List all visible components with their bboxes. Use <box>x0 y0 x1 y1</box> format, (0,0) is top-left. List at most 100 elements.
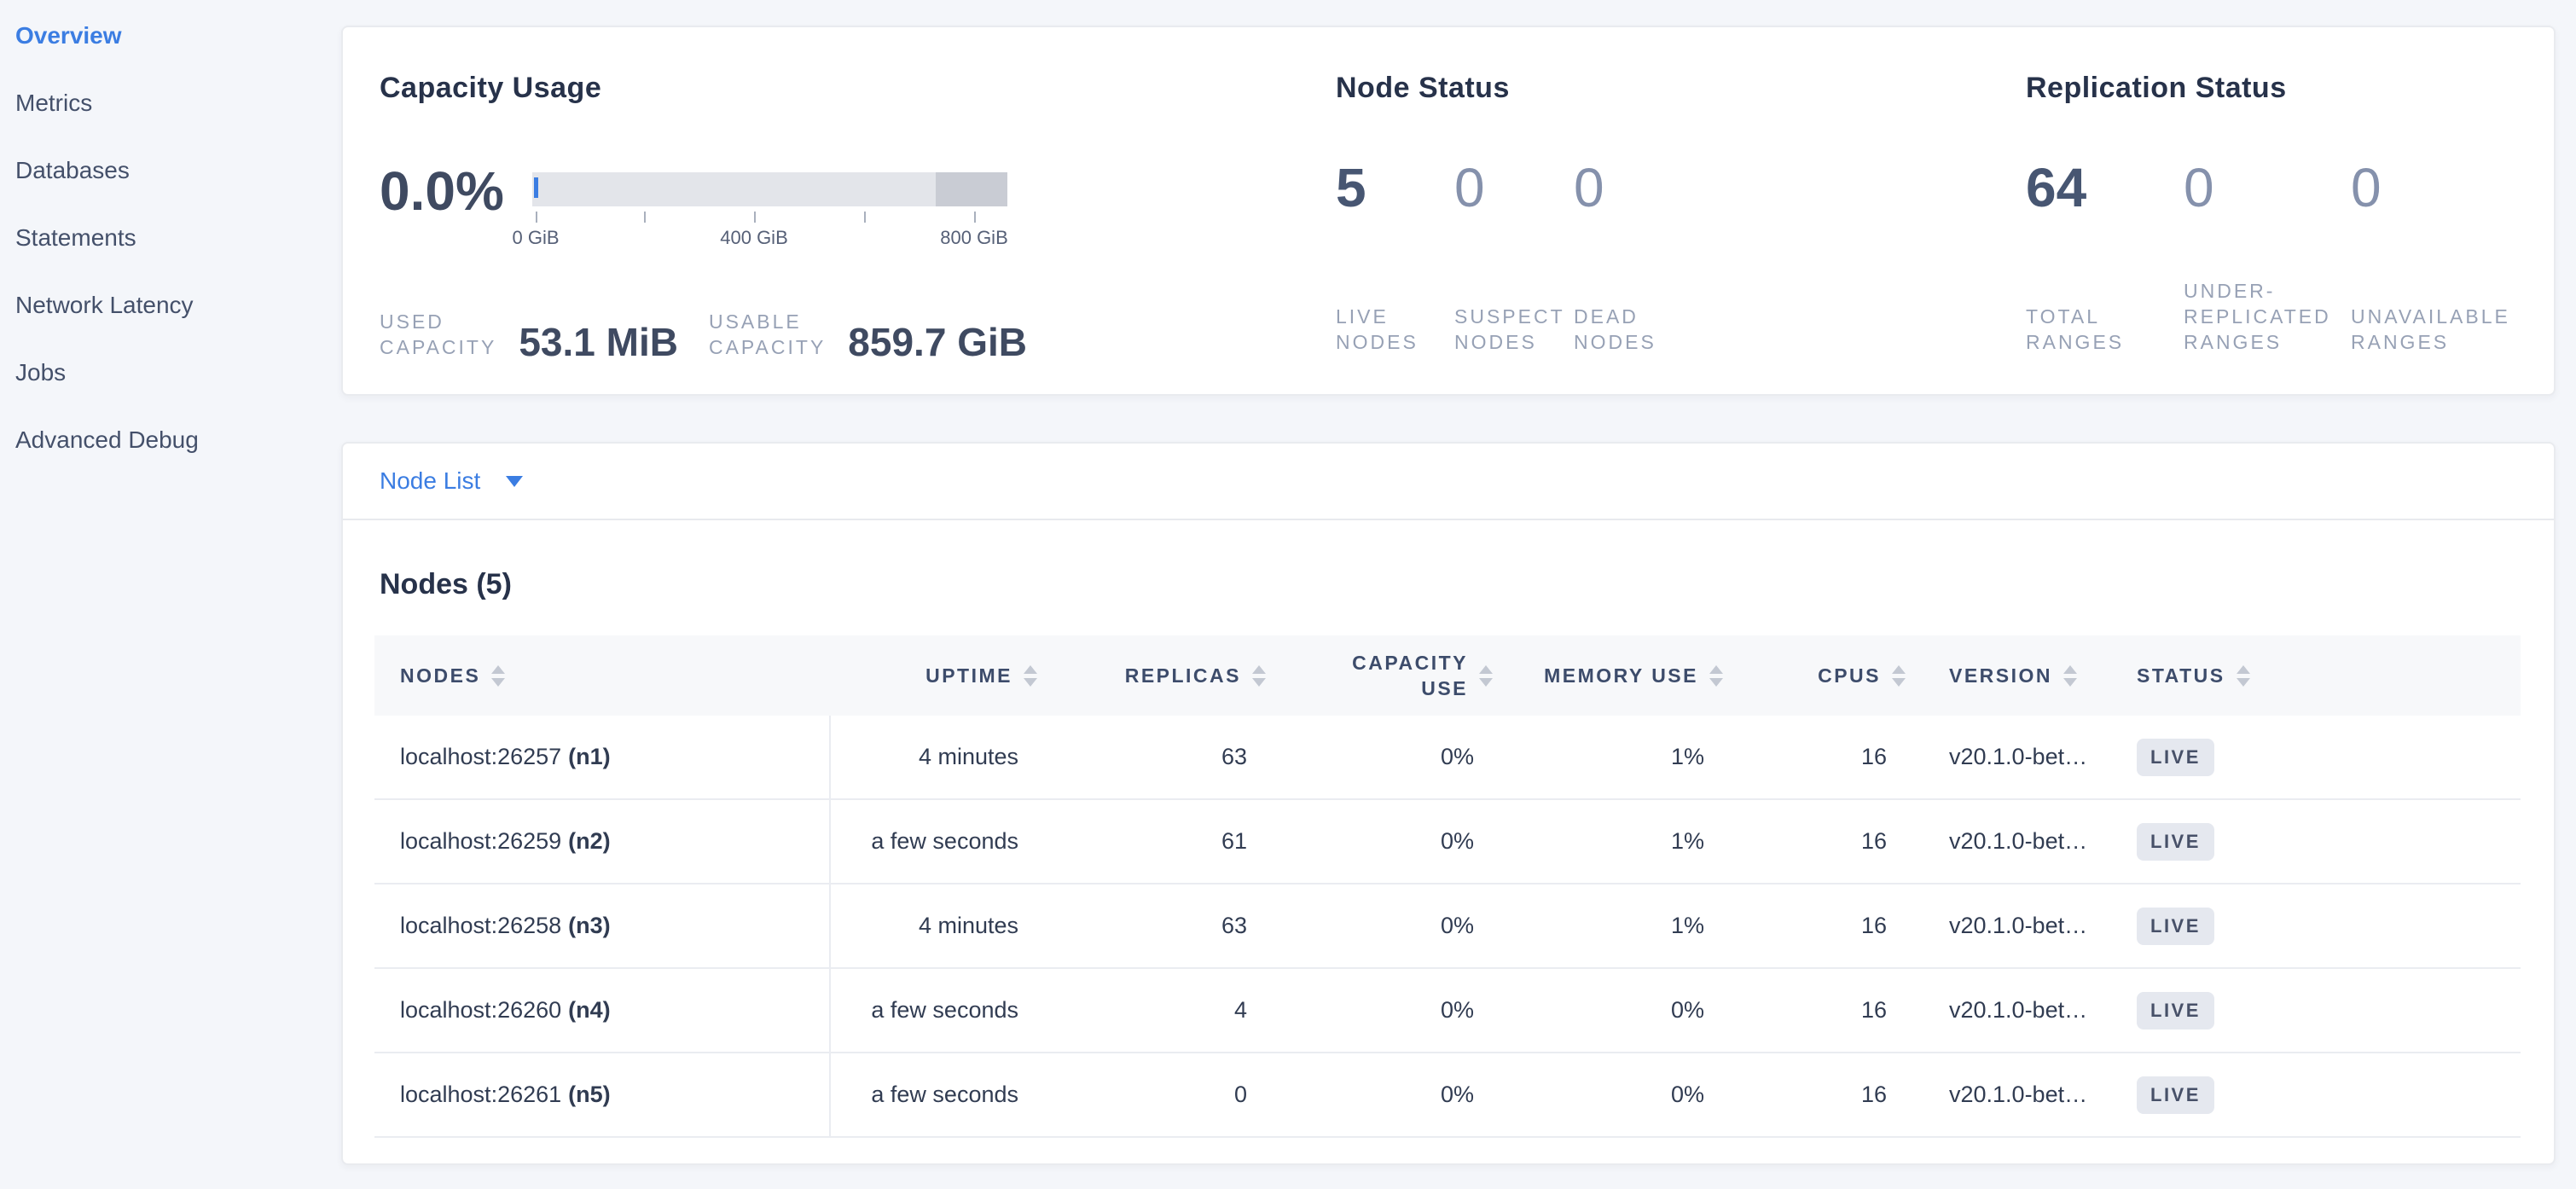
memory-use-value: 1% <box>1670 913 1704 938</box>
memory-use-value: 0% <box>1670 1082 1704 1107</box>
status-badge: LIVE <box>2137 822 2214 861</box>
capacity-gauge: 0 GiB 400 GiB 800 GiB <box>512 172 1008 248</box>
node-address-link[interactable]: localhost:26259 <box>400 828 562 854</box>
uptime-value: a few seconds <box>871 997 1018 1023</box>
node-id: (n2) <box>568 828 611 854</box>
replicas-value: 4 <box>1233 997 1247 1023</box>
under-replicated-ranges-stat: 0 UNDER- REPLICATED RANGES <box>2184 27 2354 394</box>
suspect-nodes-label: SUSPECT NODES <box>1454 305 1565 353</box>
capacity-gauge-reserved-segment <box>936 172 1007 206</box>
sort-icon[interactable] <box>1024 664 1037 687</box>
table-row: localhost:26259 (n2) a few seconds 61 0% … <box>374 800 2521 884</box>
suspect-nodes-stat: 0 SUSPECT NODES <box>1454 27 1625 394</box>
column-header-replicas[interactable]: REPLICAS <box>1044 635 1273 716</box>
suspect-nodes-value: 0 <box>1454 157 1485 218</box>
used-capacity-value: 53.1 MiB <box>519 319 678 364</box>
uptime-value: a few seconds <box>871 828 1018 854</box>
capacity-gauge-used-marker <box>534 177 538 198</box>
replicas-value: 63 <box>1221 913 1247 938</box>
sidebar-item-jobs[interactable]: Jobs <box>15 358 67 386</box>
nodes-table: NODES UPTIME REPLICAS CAPACITY USE MEMOR… <box>374 635 2521 1138</box>
node-list-dropdown-label: Node List <box>380 467 481 494</box>
sidebar-item-databases[interactable]: Databases <box>15 156 130 183</box>
version-value: v20.1.0-bet… <box>1949 913 2088 938</box>
capacity-stats: USED CAPACITY 53.1 MiB USABLE CAPACITY 8… <box>380 309 1058 364</box>
column-header-status[interactable]: STATUS <box>2100 635 2521 716</box>
axis-tick <box>644 212 646 223</box>
capacity-use-value: 0% <box>1440 913 1474 938</box>
sort-icon[interactable] <box>2063 664 2078 687</box>
replicas-value: 0 <box>1233 1082 1247 1107</box>
cpus-value: 16 <box>1860 913 1887 938</box>
cpus-value: 16 <box>1860 1082 1887 1107</box>
dead-nodes-label: DEAD NODES <box>1574 305 1656 353</box>
node-id: (n5) <box>568 1082 611 1107</box>
uptime-value: 4 minutes <box>918 913 1018 938</box>
replicas-value: 61 <box>1221 828 1247 854</box>
sidebar-item-metrics[interactable]: Metrics <box>15 89 93 116</box>
node-id: (n4) <box>568 997 611 1023</box>
column-header-nodes[interactable]: NODES <box>374 635 831 716</box>
node-address-link[interactable]: localhost:26261 <box>400 1082 562 1107</box>
nodes-count-title: Nodes (5) <box>380 568 512 600</box>
sort-icon[interactable] <box>2236 664 2250 687</box>
axis-tick <box>864 212 866 223</box>
cpus-value: 16 <box>1860 997 1887 1023</box>
cpus-value: 16 <box>1860 744 1887 769</box>
axis-tick <box>536 212 537 223</box>
under-replicated-ranges-value: 0 <box>2184 157 2214 218</box>
axis-label: 800 GiB <box>940 227 1008 248</box>
version-value: v20.1.0-bet… <box>1949 744 2088 769</box>
sort-icon[interactable] <box>491 664 506 687</box>
node-list-card: Node List Nodes (5) NODES UPTIME REPLICA… <box>341 442 2556 1165</box>
usable-capacity-label: USABLE CAPACITY <box>708 310 827 358</box>
column-header-version[interactable]: VERSION <box>1912 635 2100 716</box>
sort-icon[interactable] <box>1479 664 1493 687</box>
axis-tick <box>974 212 976 223</box>
capacity-use-value: 0% <box>1440 1082 1474 1107</box>
node-id: (n3) <box>568 913 611 938</box>
used-capacity-stat: USED CAPACITY 53.1 MiB <box>380 309 678 364</box>
table-row: localhost:26257 (n1) 4 minutes 63 0% 1% 1… <box>374 716 2521 800</box>
axis-label: 400 GiB <box>720 227 788 248</box>
sidebar-item-statements[interactable]: Statements <box>15 223 136 251</box>
sort-icon[interactable] <box>1892 664 1906 687</box>
sidebar-item-overview[interactable]: Overview <box>15 21 122 49</box>
status-badge: LIVE <box>2137 738 2214 776</box>
capacity-use-value: 0% <box>1440 744 1474 769</box>
under-replicated-ranges-label: UNDER- REPLICATED RANGES <box>2184 280 2331 353</box>
version-value: v20.1.0-bet… <box>1949 1082 2088 1107</box>
column-header-capacity-use[interactable]: CAPACITY USE <box>1273 635 1500 716</box>
sidebar: Overview Metrics Databases Statements Ne… <box>0 0 341 1189</box>
unavailable-ranges-label: UNAVAILABLE RANGES <box>2351 305 2510 353</box>
column-header-memory-use[interactable]: MEMORY USE <box>1500 635 1730 716</box>
status-badge: LIVE <box>2137 907 2214 945</box>
total-ranges-value: 64 <box>2026 157 2087 218</box>
dead-nodes-stat: 0 DEAD NODES <box>1574 27 1744 394</box>
column-header-uptime[interactable]: UPTIME <box>831 635 1044 716</box>
usable-capacity-stat: USABLE CAPACITY 859.7 GiB <box>708 309 1027 362</box>
version-value: v20.1.0-bet… <box>1949 828 2088 854</box>
sidebar-item-advanced-debug[interactable]: Advanced Debug <box>15 426 199 453</box>
sidebar-item-network-latency[interactable]: Network Latency <box>15 291 194 318</box>
chevron-down-icon <box>506 475 524 487</box>
node-address-link[interactable]: localhost:26258 <box>400 913 562 938</box>
unavailable-ranges-stat: 0 UNAVAILABLE RANGES <box>2351 27 2521 394</box>
dead-nodes-value: 0 <box>1574 157 1604 218</box>
axis-tick <box>754 212 756 223</box>
column-header-cpus[interactable]: CPUS <box>1730 635 1912 716</box>
node-address-link[interactable]: localhost:26260 <box>400 997 562 1023</box>
capacity-use-value: 0% <box>1440 997 1474 1023</box>
nodes-table-header: NODES UPTIME REPLICAS CAPACITY USE MEMOR… <box>374 635 2521 716</box>
node-list-dropdown[interactable]: Node List <box>343 444 2554 520</box>
memory-use-value: 0% <box>1670 997 1704 1023</box>
status-badge: LIVE <box>2137 991 2214 1030</box>
table-row: localhost:26261 (n5) a few seconds 0 0% 0… <box>374 1053 2521 1138</box>
sort-icon[interactable] <box>1252 664 1266 687</box>
sort-icon[interactable] <box>1709 664 1723 687</box>
capacity-percent: 0.0% <box>380 160 504 222</box>
node-address-link[interactable]: localhost:26257 <box>400 744 562 769</box>
live-nodes-value: 5 <box>1336 157 1366 218</box>
status-badge: LIVE <box>2137 1076 2214 1114</box>
unavailable-ranges-value: 0 <box>2351 157 2382 218</box>
